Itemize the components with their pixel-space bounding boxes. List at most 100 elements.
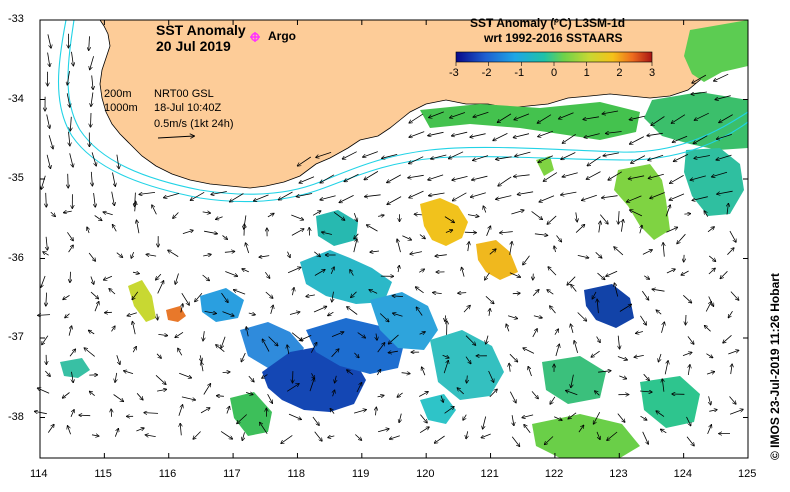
current-vector <box>227 406 230 414</box>
current-vector <box>347 370 354 375</box>
current-vector <box>155 375 166 384</box>
current-vector <box>68 326 72 336</box>
current-vector <box>47 425 54 433</box>
current-vector <box>224 251 235 252</box>
current-vector <box>364 171 379 179</box>
current-vector <box>548 267 557 276</box>
current-vector <box>175 331 184 337</box>
current-vector <box>554 329 559 335</box>
current-vector <box>419 234 425 239</box>
vector-scale-arrow <box>157 136 194 138</box>
current-vector <box>156 353 161 358</box>
current-vector <box>568 412 577 419</box>
current-vector <box>242 432 244 440</box>
current-vector <box>534 234 548 236</box>
current-vector <box>332 291 334 302</box>
current-vector <box>602 110 619 114</box>
current-vector <box>41 275 46 287</box>
current-vector <box>591 350 600 357</box>
current-vector <box>634 355 644 357</box>
current-vector <box>195 293 203 301</box>
current-vector <box>463 414 467 420</box>
current-vector <box>246 327 248 337</box>
current-vector <box>279 191 293 200</box>
current-vector <box>602 195 618 198</box>
current-vector <box>728 350 738 355</box>
current-vector <box>631 155 646 164</box>
current-vector <box>512 293 520 294</box>
current-vector <box>402 235 411 240</box>
current-vector <box>390 435 400 439</box>
current-vector <box>658 353 662 362</box>
longitude-tick-label: 125 <box>738 468 757 480</box>
current-vector <box>47 34 51 48</box>
current-vector <box>692 196 708 201</box>
current-vector <box>465 335 476 345</box>
current-vector <box>262 374 268 379</box>
current-vector <box>606 132 622 134</box>
current-vector <box>464 232 476 233</box>
current-vector <box>509 363 510 372</box>
current-vector <box>355 434 361 441</box>
current-vector <box>642 431 649 444</box>
current-vector <box>691 91 707 94</box>
current-vector <box>621 220 623 232</box>
current-vector <box>465 356 471 364</box>
current-vector <box>681 270 689 275</box>
current-vector <box>498 176 512 186</box>
current-vector <box>216 217 223 220</box>
current-vector <box>472 175 488 180</box>
current-vector <box>90 291 98 299</box>
current-vector <box>539 195 555 202</box>
current-vector <box>379 313 389 322</box>
current-vector <box>694 155 710 159</box>
current-vector <box>672 135 688 142</box>
current-vector <box>354 352 359 358</box>
current-vector <box>312 211 321 216</box>
current-vector <box>489 309 490 316</box>
current-vector <box>661 429 667 434</box>
current-vector <box>707 227 714 233</box>
current-vector <box>571 285 577 292</box>
current-vector <box>574 341 578 354</box>
current-vector <box>640 391 652 392</box>
current-vector <box>264 271 269 278</box>
current-vector <box>47 52 50 67</box>
current-vector <box>339 195 354 202</box>
current-vector <box>583 116 600 120</box>
current-vector <box>68 426 71 435</box>
current-vector <box>137 220 140 234</box>
current-vector <box>648 173 664 178</box>
current-vector <box>291 214 303 220</box>
current-vector <box>72 51 74 66</box>
current-vector <box>409 131 425 138</box>
map-title: SST Anomaly 20 Jul 2019 <box>156 22 246 54</box>
current-vector <box>46 292 47 306</box>
plot-frame <box>39 19 749 459</box>
current-vector <box>84 348 95 357</box>
current-vector <box>204 311 217 313</box>
current-vector <box>663 243 664 257</box>
current-vector <box>246 243 250 254</box>
current-vector <box>217 396 224 397</box>
current-vector <box>43 252 49 256</box>
current-vector <box>642 250 652 255</box>
current-vector <box>707 425 712 435</box>
current-vector <box>132 322 136 335</box>
current-vector <box>576 212 577 221</box>
current-vector <box>523 348 535 354</box>
current-vector <box>414 214 422 215</box>
current-vector <box>416 307 423 316</box>
current-vector <box>64 211 72 213</box>
latitude-tick-label: -38 <box>8 410 24 423</box>
current-vector <box>468 242 469 252</box>
current-vector <box>664 361 668 375</box>
current-vector <box>178 348 183 356</box>
current-vector <box>245 392 253 394</box>
current-vector <box>67 232 73 240</box>
current-vector <box>606 270 618 276</box>
current-vector <box>705 302 711 312</box>
current-vector <box>353 410 366 414</box>
current-vector <box>435 255 447 257</box>
current-vector <box>554 416 562 421</box>
